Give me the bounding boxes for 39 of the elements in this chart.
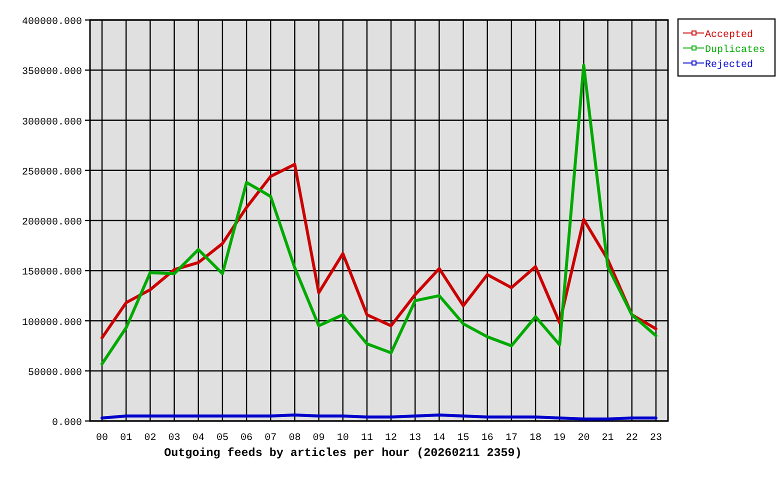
y-tick-label: 300000.000: [22, 117, 82, 128]
x-tick-label: 12: [385, 433, 398, 444]
x-tick-label: 03: [168, 433, 180, 444]
y-tick-label: 50000.000: [28, 368, 82, 379]
x-tick-label: 14: [433, 433, 446, 444]
x-tick-label: 00: [96, 433, 108, 444]
legend-label: Rejected: [705, 59, 754, 71]
y-tick-label: 400000.000: [22, 17, 82, 28]
y-tick-label: 250000.000: [22, 167, 82, 178]
x-tick-label: 09: [312, 433, 325, 444]
x-tick-label: 06: [240, 433, 253, 444]
x-tick-label: 15: [457, 433, 470, 444]
x-tick-label: 18: [530, 433, 542, 444]
x-tick-label: 10: [336, 433, 349, 444]
x-tick-label: 23: [650, 433, 662, 444]
line-series: [100, 64, 658, 366]
x-tick-label: 13: [409, 433, 422, 444]
x-tick-label: 01: [120, 433, 132, 444]
x-tick-label: 19: [554, 433, 566, 444]
x-tick-label: 02: [144, 433, 156, 444]
x-tick-label: 16: [481, 433, 494, 444]
y-tick-label: 200000.000: [22, 218, 82, 228]
x-axis-title: Outgoing feeds by articles per hour (20260211 2359): [164, 446, 522, 460]
line-series: [100, 162, 658, 340]
y-tick-label: 100000.000: [22, 318, 82, 329]
x-tick-label: 07: [264, 433, 277, 444]
legend-label: Accepted: [705, 29, 754, 41]
y-tick-label: 150000.000: [22, 268, 82, 279]
x-tick-label: 21: [602, 433, 614, 444]
x-tick-label: 20: [578, 433, 590, 444]
x-tick-label: 22: [626, 433, 638, 444]
x-tick-label: 08: [288, 433, 301, 444]
y-tick-label: 0.000: [52, 418, 82, 429]
x-tick-label: 05: [216, 433, 228, 444]
legend-label: Duplicates: [705, 44, 766, 56]
y-tick-label: 350000.000: [22, 67, 82, 78]
x-tick-label: 17: [505, 433, 518, 444]
x-tick-label: 04: [192, 433, 204, 444]
x-tick-label: 11: [360, 433, 373, 444]
